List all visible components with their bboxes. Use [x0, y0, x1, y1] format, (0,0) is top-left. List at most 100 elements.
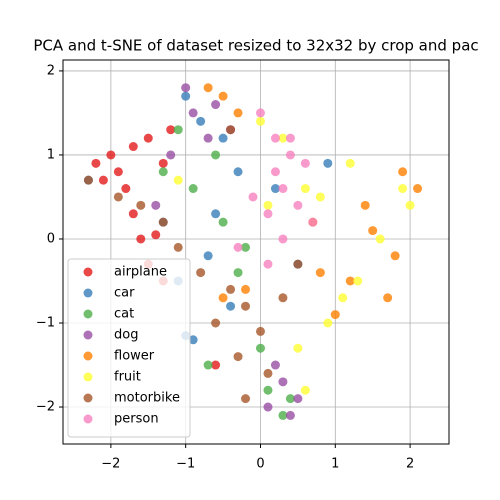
point [285, 150, 295, 160]
point [390, 251, 400, 261]
point [196, 268, 206, 278]
point [263, 200, 273, 210]
point [196, 116, 206, 126]
point [98, 175, 108, 185]
point [136, 234, 146, 244]
point [226, 301, 236, 311]
legend-label: fruit [114, 370, 141, 385]
point [158, 167, 168, 177]
legend-marker [83, 351, 93, 361]
point [211, 100, 221, 110]
point [353, 276, 363, 286]
point [308, 217, 318, 227]
y-tick-label: 1 [47, 147, 55, 162]
point [270, 360, 280, 370]
point [166, 125, 176, 135]
point [158, 158, 168, 168]
point [188, 184, 198, 194]
point [248, 192, 258, 202]
point [405, 200, 415, 210]
point [398, 184, 408, 194]
point [330, 310, 340, 320]
point [211, 209, 221, 219]
legend-label: motorbike [114, 391, 180, 406]
point [255, 326, 265, 336]
point [203, 83, 213, 93]
legend-marker [83, 330, 93, 340]
point [293, 343, 303, 353]
point [173, 242, 183, 252]
point [211, 318, 221, 328]
point [413, 184, 423, 194]
legend-label: car [114, 286, 135, 301]
plot-frame [62, 59, 450, 445]
point [300, 184, 310, 194]
point [278, 133, 288, 143]
legend-label: cat [114, 307, 134, 322]
point [345, 158, 355, 168]
point [255, 108, 265, 118]
point [315, 268, 325, 278]
point [270, 133, 280, 143]
point [285, 133, 295, 143]
point [293, 394, 303, 404]
point [300, 158, 310, 168]
point [218, 91, 228, 101]
point [270, 167, 280, 177]
legend-marker [83, 414, 93, 424]
point [241, 242, 251, 252]
point [241, 394, 251, 404]
point [136, 200, 146, 210]
point [375, 234, 385, 244]
point [181, 83, 191, 93]
point [263, 402, 273, 412]
point [173, 125, 183, 135]
point [278, 293, 288, 303]
point [91, 158, 101, 168]
legend-label: person [114, 412, 159, 427]
point [218, 217, 228, 227]
point [323, 318, 333, 328]
point [398, 167, 408, 177]
point [241, 301, 251, 311]
point [293, 200, 303, 210]
point [278, 377, 288, 387]
point [173, 175, 183, 185]
point [211, 150, 221, 160]
y-tick-label: 0 [47, 231, 55, 246]
legend-marker [83, 372, 93, 382]
point [151, 230, 161, 240]
point [188, 108, 198, 118]
point [255, 343, 265, 353]
point [158, 217, 168, 227]
x-tick-label: −1 [176, 457, 195, 472]
point [203, 251, 213, 261]
point [233, 108, 243, 118]
y-tick-label: −2 [36, 400, 55, 415]
point [203, 133, 213, 143]
legend-box [67, 258, 191, 438]
point [181, 91, 191, 101]
point [233, 242, 243, 252]
x-tick-label: 2 [406, 457, 414, 472]
x-tick-label: −2 [101, 457, 120, 472]
point [151, 200, 161, 210]
point [226, 284, 236, 294]
legend-marker [83, 309, 93, 319]
point [233, 167, 243, 177]
point [241, 284, 251, 294]
point [278, 184, 288, 194]
x-tick-label: 0 [256, 457, 264, 472]
point [166, 150, 176, 160]
legend-marker [83, 288, 93, 298]
legend-marker [83, 393, 93, 403]
legend-label: flower [114, 349, 155, 364]
point [128, 142, 138, 152]
point [285, 394, 295, 404]
legend-marker [83, 267, 93, 277]
point [338, 293, 348, 303]
point [218, 293, 228, 303]
point [226, 125, 236, 135]
point [255, 116, 265, 126]
